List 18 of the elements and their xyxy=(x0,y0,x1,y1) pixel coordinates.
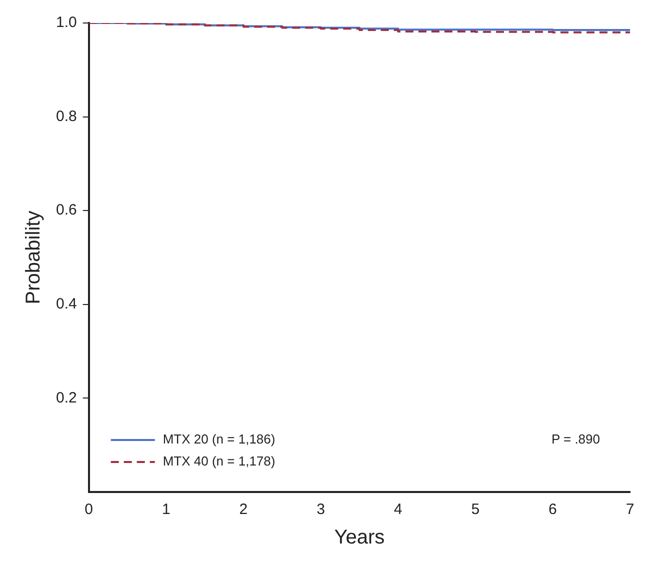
x-tick-label: 3 xyxy=(316,501,325,518)
x-tick-label: 5 xyxy=(471,501,480,518)
y-tick-label: 1.0 xyxy=(56,14,77,32)
x-tick-label: 6 xyxy=(548,501,557,518)
y-tick-label: 0.4 xyxy=(56,296,77,313)
legend-label: MTX 40 (n = 1,178) xyxy=(162,454,276,469)
x-tick-label: 1 xyxy=(162,501,170,518)
y-axis-title: Probability xyxy=(22,210,45,304)
annotation: P = .890 xyxy=(551,432,600,447)
y-tick-label: 0.8 xyxy=(56,108,77,125)
y-tick-label: 0.6 xyxy=(56,202,77,219)
x-tick-label: 2 xyxy=(239,501,248,518)
legend-label: MTX 20 (n = 1,186) xyxy=(162,432,276,447)
x-tick-label: 7 xyxy=(626,501,634,518)
x-axis-title: Years xyxy=(334,526,385,549)
y-tick-label: 0.2 xyxy=(56,389,77,406)
x-tick-label: 0 xyxy=(84,501,94,518)
x-tick-label: 4 xyxy=(394,501,402,518)
